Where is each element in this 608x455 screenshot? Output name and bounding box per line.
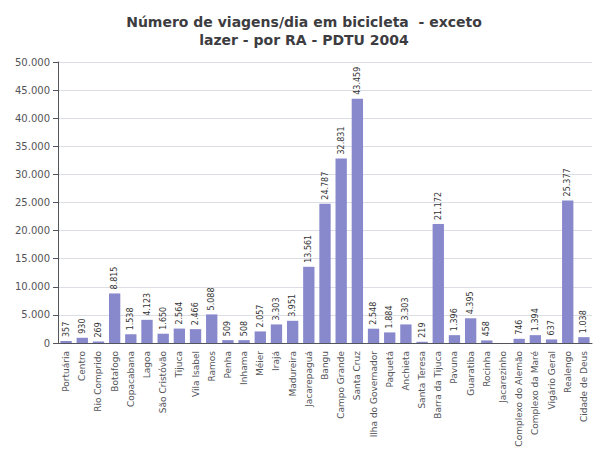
svg-text:30.000: 30.000 [15, 169, 50, 180]
svg-text:1.396: 1.396 [450, 308, 459, 331]
svg-text:Centro: Centro [77, 351, 87, 382]
svg-text:930: 930 [78, 318, 87, 333]
svg-text:1.538: 1.538 [126, 307, 135, 330]
svg-text:2.466: 2.466 [191, 302, 200, 325]
svg-text:3.951: 3.951 [288, 294, 297, 317]
svg-text:4.123: 4.123 [143, 293, 152, 316]
svg-text:43.459: 43.459 [353, 67, 362, 95]
svg-text:8.815: 8.815 [110, 267, 119, 290]
svg-text:Méier: Méier [255, 351, 265, 376]
svg-text:45.000: 45.000 [15, 85, 50, 96]
svg-text:508: 508 [240, 321, 249, 336]
svg-text:25.377: 25.377 [563, 168, 572, 196]
svg-text:5.000: 5.000 [21, 309, 50, 320]
svg-text:1.038: 1.038 [579, 310, 588, 333]
svg-text:Ilha do Governador: Ilha do Governador [369, 351, 379, 438]
svg-text:Penha: Penha [223, 351, 233, 379]
svg-text:35.000: 35.000 [15, 141, 50, 152]
svg-text:Vila Isabel: Vila Isabel [191, 351, 201, 397]
svg-text:219: 219 [418, 322, 427, 337]
svg-text:269: 269 [94, 322, 103, 337]
svg-text:357: 357 [62, 322, 71, 337]
svg-text:Rocinha: Rocinha [482, 351, 492, 387]
svg-text:3.303: 3.303 [401, 298, 410, 321]
svg-text:Madureira: Madureira [288, 351, 298, 396]
svg-text:746: 746 [515, 320, 524, 335]
svg-text:50.000: 50.000 [15, 57, 50, 68]
svg-text:Inhama: Inhama [239, 351, 249, 385]
svg-text:21.172: 21.172 [434, 192, 443, 220]
svg-text:Santa Teresa: Santa Teresa [417, 351, 427, 409]
svg-text:1.394: 1.394 [531, 308, 540, 331]
svg-text:15.000: 15.000 [15, 253, 50, 264]
svg-text:Guaratiba: Guaratiba [466, 351, 476, 396]
svg-text:São Cristóvão: São Cristóvão [158, 351, 168, 414]
svg-text:Cidade de Deus: Cidade de Deus [579, 351, 589, 422]
svg-text:Irajá: Irajá [271, 351, 281, 371]
svg-text:Campo Grande: Campo Grande [336, 351, 346, 419]
svg-text:Realengo: Realengo [563, 351, 573, 393]
svg-text:1.650: 1.650 [159, 307, 168, 330]
svg-text:509: 509 [223, 321, 232, 336]
svg-text:Vigário Geral: Vigário Geral [547, 351, 557, 409]
svg-text:13.561: 13.561 [304, 235, 313, 263]
svg-text:24.787: 24.787 [321, 172, 330, 200]
svg-text:Anchieta: Anchieta [401, 351, 411, 391]
svg-text:Bangu: Bangu [320, 351, 330, 380]
svg-text:1.884: 1.884 [385, 306, 394, 329]
svg-text:10.000: 10.000 [15, 281, 50, 292]
svg-text:Copacabana: Copacabana [126, 351, 136, 407]
svg-text:3.303: 3.303 [272, 298, 281, 321]
svg-text:Complexo da Maré: Complexo da Maré [530, 351, 540, 435]
svg-text:25.000: 25.000 [15, 197, 50, 208]
svg-text:Botafogo: Botafogo [110, 351, 120, 392]
svg-text:Jacarepaguá: Jacarepaguá [304, 351, 314, 408]
svg-text:Ramos: Ramos [207, 351, 217, 382]
svg-text:Lagoa: Lagoa [142, 351, 152, 378]
svg-text:637: 637 [547, 320, 556, 335]
svg-text:Paquetá: Paquetá [385, 351, 395, 388]
svg-text:4.395: 4.395 [466, 291, 475, 314]
svg-text:Portuária: Portuária [61, 351, 71, 392]
svg-text:20.000: 20.000 [15, 225, 50, 236]
svg-text:Rio Comprido: Rio Comprido [93, 351, 103, 412]
svg-text:Jacarezinho: Jacarezinho [498, 351, 508, 404]
svg-text:Tijuca: Tijuca [174, 351, 184, 378]
svg-text:0: 0 [44, 338, 50, 349]
svg-text:32.831: 32.831 [337, 126, 346, 154]
svg-text:2.548: 2.548 [369, 302, 378, 325]
svg-text:Número de viagens/dia em bicic: Número de viagens/dia em bicicleta - exc… [126, 14, 482, 30]
svg-text:lazer - por RA - PDTU 2004: lazer - por RA - PDTU 2004 [199, 32, 409, 48]
svg-text:Complexo do Alemão: Complexo do Alemão [514, 351, 524, 447]
svg-text:5.088: 5.088 [207, 287, 216, 310]
svg-text:458: 458 [482, 321, 491, 336]
svg-text:2.564: 2.564 [175, 302, 184, 325]
svg-text:40.000: 40.000 [15, 113, 50, 124]
svg-text:Santa Cruz: Santa Cruz [352, 351, 362, 401]
svg-text:Barra da Tijuca: Barra da Tijuca [433, 351, 443, 419]
svg-text:Pavuna: Pavuna [449, 351, 459, 384]
svg-text:2.057: 2.057 [256, 305, 265, 328]
